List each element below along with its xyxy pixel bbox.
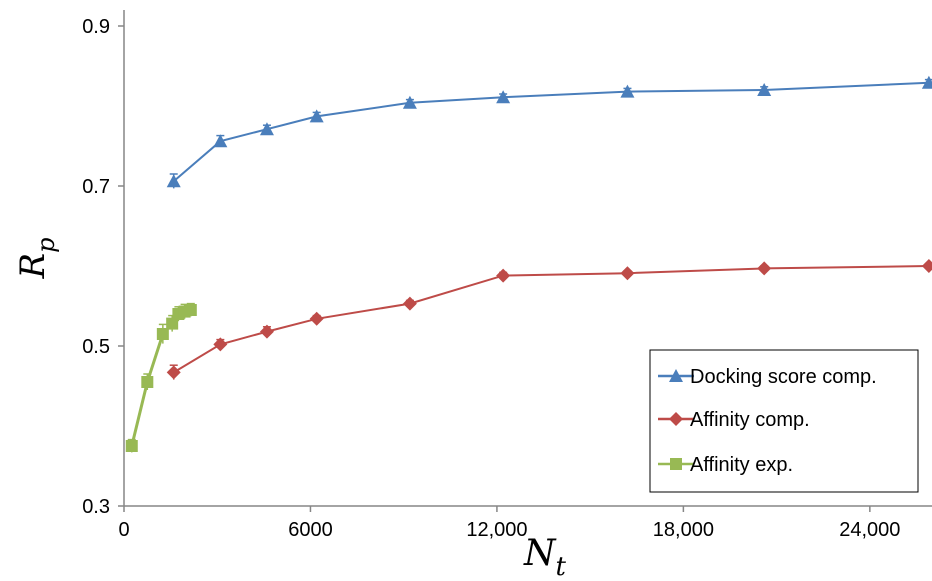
data-point <box>757 83 772 96</box>
data-point <box>125 440 138 452</box>
legend-marker-square-icon <box>670 458 682 470</box>
data-point <box>620 266 635 281</box>
data-point <box>620 84 635 98</box>
legend-item-affinity-comp: Affinity comp. <box>658 409 810 431</box>
data-point <box>757 261 772 276</box>
data-point <box>921 259 932 273</box>
data-point <box>921 75 932 89</box>
y-tick-label: 0.5 <box>82 336 110 358</box>
data-point <box>166 317 179 330</box>
data-point <box>402 95 417 109</box>
axes <box>123 10 932 507</box>
x-axis-title: Nt <box>523 533 567 581</box>
data-point <box>213 134 228 148</box>
x-tick-label: 18,000 <box>653 519 714 541</box>
series-line <box>173 81 929 182</box>
legend-marker-triangle-icon <box>669 369 683 382</box>
legend-label-affinity-exp: Affinity exp. <box>690 454 793 476</box>
data-point <box>496 90 511 104</box>
legend-item-affinity-exp: Affinity exp. <box>658 454 793 476</box>
y-axis-title-main: R <box>13 253 53 280</box>
x-tick-label: 0 <box>118 519 129 541</box>
legend-label-affinity-comp: Affinity comp. <box>690 409 810 431</box>
data-point <box>309 109 324 123</box>
data-point <box>166 365 181 380</box>
x-axis-title-main: N <box>523 533 557 574</box>
y-tick-label: 0.3 <box>82 496 110 518</box>
ticks: 0.3 0.5 0.7 0.9 0 6000 12,000 18,000 24,000 <box>82 16 900 541</box>
y-tick-label: 0.9 <box>82 16 110 38</box>
data-point <box>259 324 274 339</box>
data-point <box>184 304 197 316</box>
data-point <box>156 328 169 340</box>
legend: Docking score comp. Affinity comp. Affin… <box>649 349 919 493</box>
series-diamond <box>166 259 932 380</box>
legend-marker-diamond-icon <box>669 412 683 426</box>
data-point <box>402 296 417 311</box>
data-point <box>141 376 154 388</box>
data-point <box>496 268 511 283</box>
legend-label-docking: Docking score comp. <box>690 366 877 388</box>
x-tick-label: 12,000 <box>466 519 527 541</box>
legend-item-docking: Docking score comp. <box>658 366 877 388</box>
y-axis-title-sub: p <box>32 238 60 253</box>
data-point <box>309 311 324 326</box>
x-tick-label: 6000 <box>288 519 333 541</box>
legend-box <box>649 349 919 493</box>
data-point <box>213 337 228 352</box>
series-square <box>125 302 197 453</box>
data-point <box>259 122 274 136</box>
data-point <box>166 174 181 188</box>
series-triangle <box>166 75 932 189</box>
x-tick-label: 24,000 <box>839 519 900 541</box>
series <box>125 75 932 453</box>
y-axis-title: Rp <box>13 238 60 280</box>
x-axis-title-sub: t <box>556 552 567 581</box>
y-tick-label: 0.7 <box>82 176 110 198</box>
